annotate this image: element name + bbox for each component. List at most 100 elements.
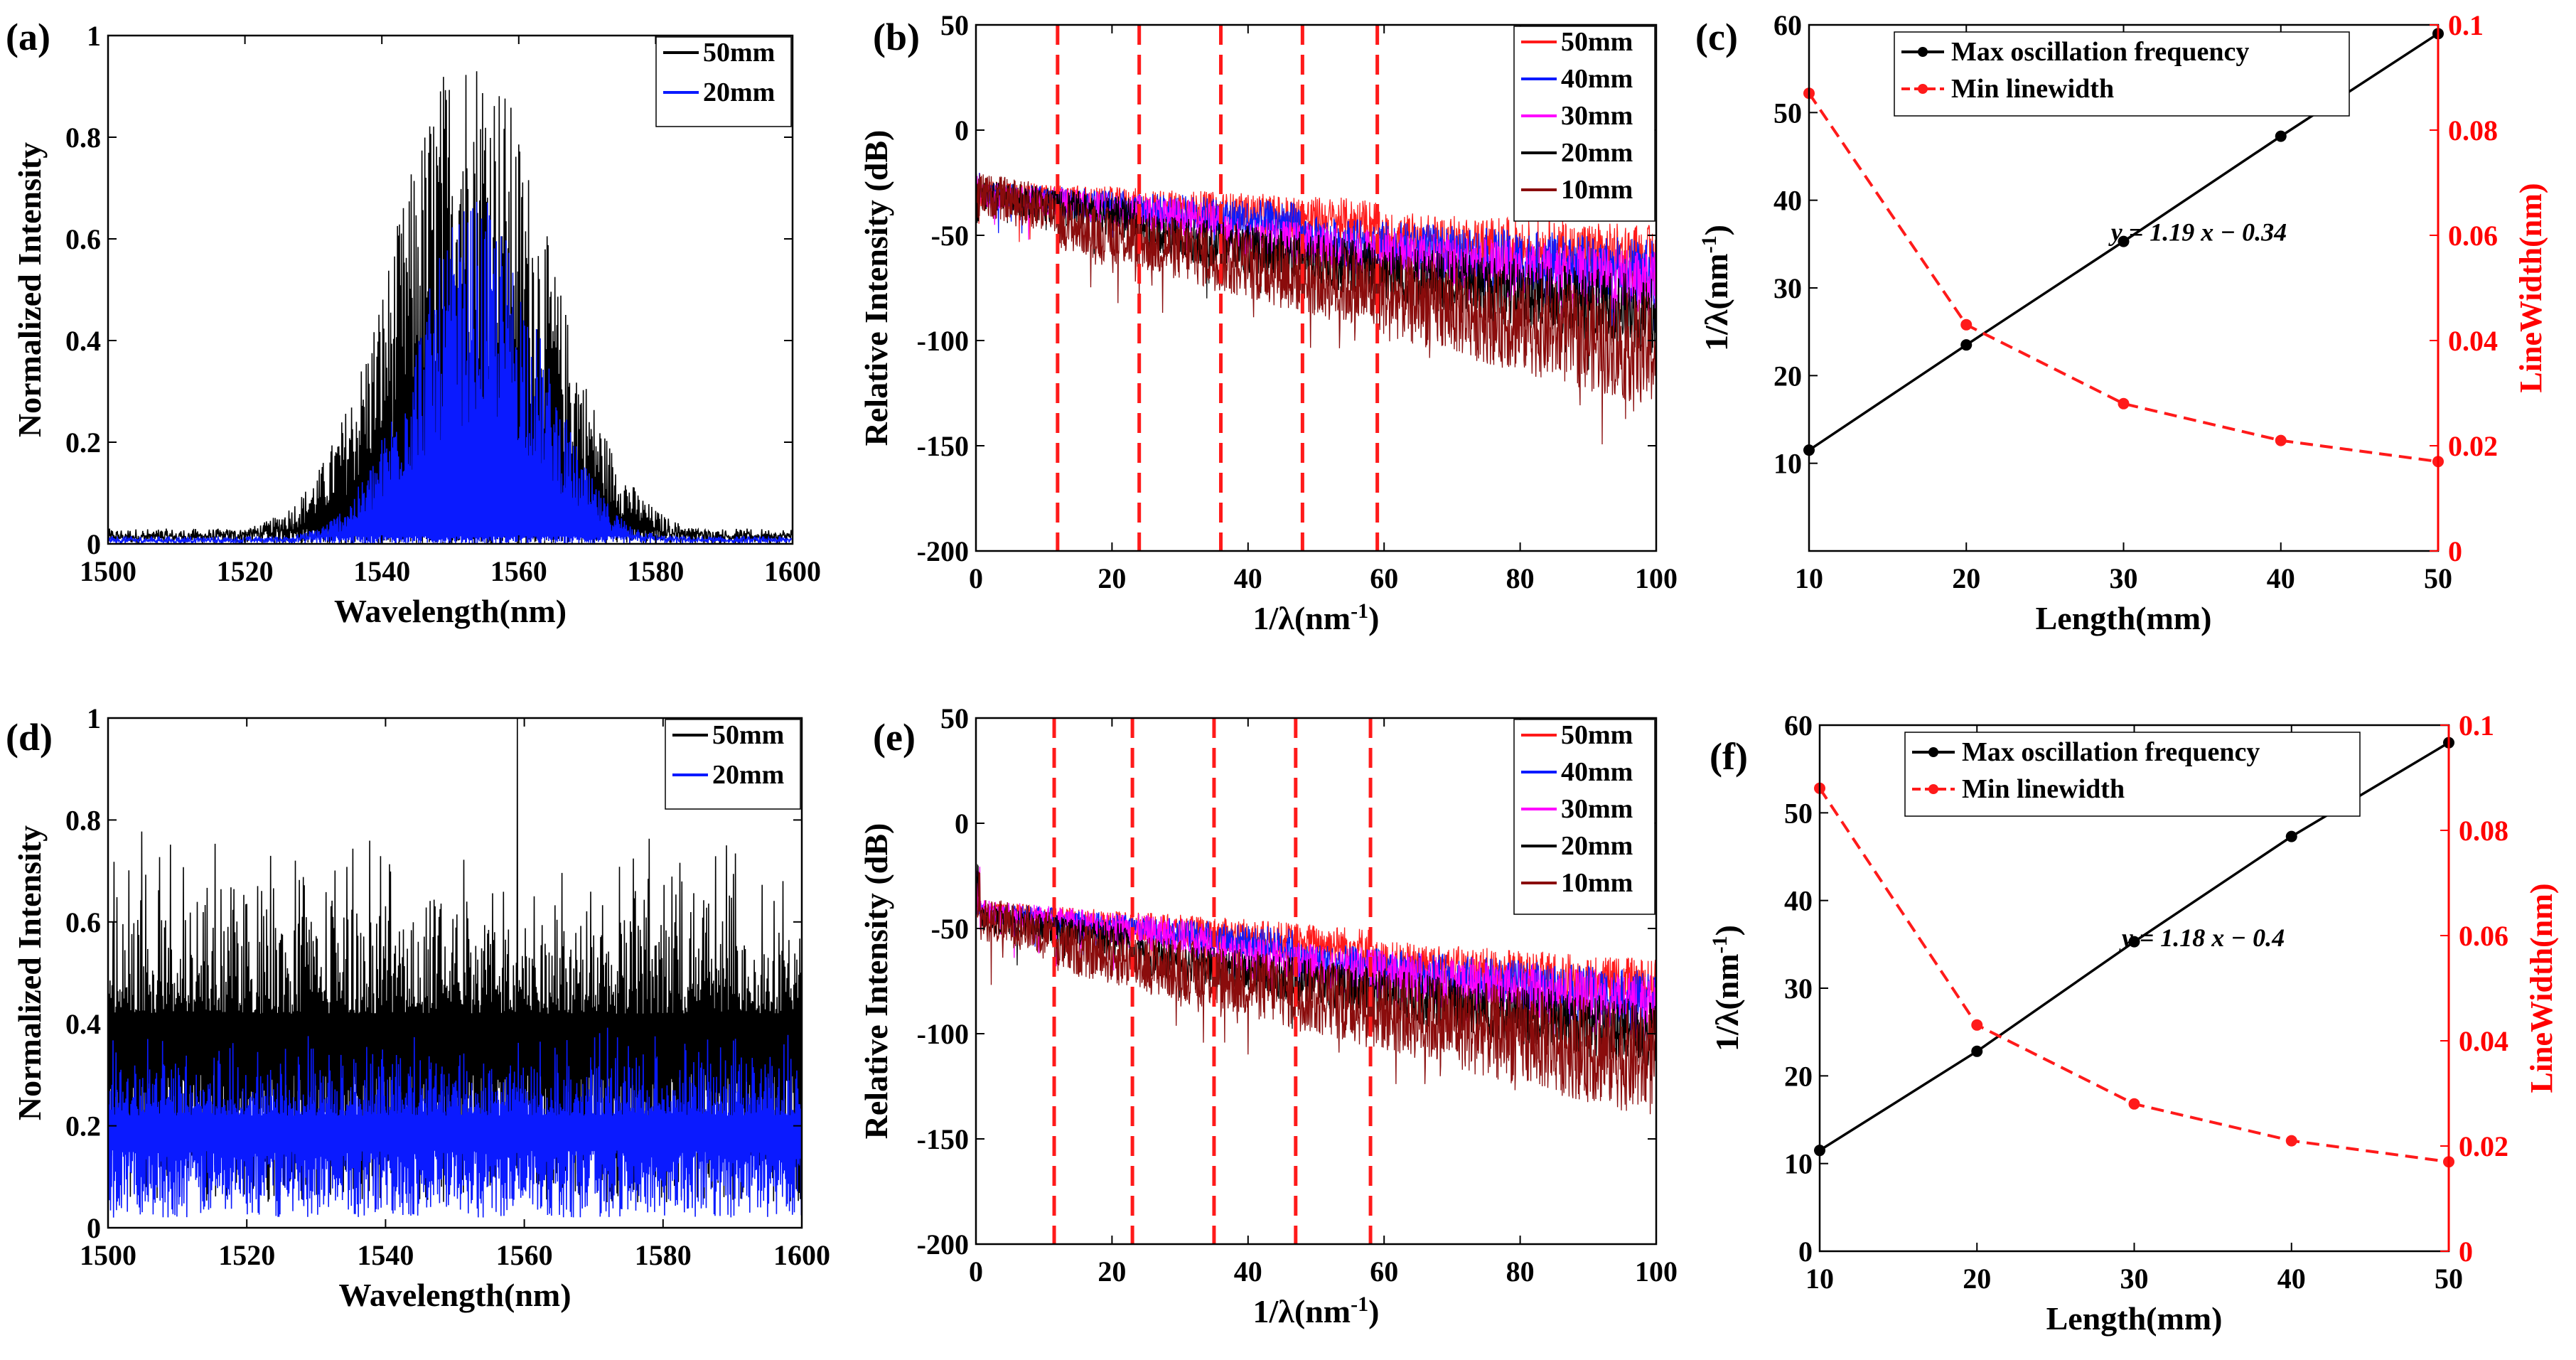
y-tick-label: 0 [87,1212,101,1244]
x-axis-label: 1/λ(nm-1) [1253,599,1380,636]
y-tick-label: 60 [1784,710,1813,741]
x-axis-label: Length(mm) [2046,1300,2223,1337]
y-tick-label: 0.4 [65,325,101,357]
x-tick-label: 50 [2424,562,2452,594]
panel-e: 0 20 40 60 80 100 -200 -150 -100 -50 0 50 1/λ(nm-1) R… [858,702,1678,1329]
legend-entry: 20mm [703,77,775,107]
y-tick-label: 0.8 [65,122,101,154]
panel-c: 10 20 30 40 50 10 20 30 40 50 60 0 0.02 0.04 0.06 0.08 0… [1695,9,2548,636]
plot-area [976,718,1656,1244]
panel-f: 10 20 30 40 50010203040506000.020.040.060.08… [1708,710,2559,1337]
panel-label: (e) [873,716,916,759]
x-tick-label: 20 [1952,562,1980,594]
axes-frame [107,34,794,545]
y-tick-label: 0.4 [65,1008,101,1040]
y-tick-label: 40 [1773,185,1802,217]
y-tick-label: 30 [1784,973,1813,1005]
x-tick-label: 30 [2110,562,2138,594]
y-tick-label: 0.6 [65,223,101,255]
y-tick-label: 0 [955,808,969,840]
x-tick-label: 1520 [218,1239,275,1271]
y-tick-label: -100 [917,325,969,357]
y-right-axis-label: LineWidth(nm) [2524,883,2559,1093]
y-tick-label: 50 [940,9,969,41]
legend: 50mm 20mm [665,719,801,810]
legend-entry: 10mm [1561,175,1633,205]
legend-entry: 50mm [703,38,775,68]
y-tick-label: -200 [917,535,969,567]
x-tick-label: 1600 [773,1239,830,1271]
y-tick-label: 50 [1773,97,1802,129]
legend: 50mm 40mm 30mm 20mm 10mm [1513,26,1655,222]
x-tick-label: 10 [1795,562,1823,594]
legend-entry: 30mm [1561,794,1633,824]
data-point [1971,1045,1983,1057]
series-line-20mm [108,201,793,544]
legend-entry: 20mm [1561,831,1633,861]
y-tick-label: 10 [1784,1148,1813,1180]
x-tick-label: 60 [1370,562,1398,594]
y-right-tick-label: 0 [2448,535,2462,567]
y-tick-label: 0.8 [65,804,101,836]
y-right-tick-label: 0.04 [2448,325,2498,357]
legend-entry: 50mm [712,720,784,750]
y-tick-label: -150 [917,430,969,462]
legend: 50mm 20mm [655,36,792,127]
data-point [1971,1019,1983,1031]
data-point [2118,235,2130,247]
y-tick-label: 0 [955,114,969,146]
legend-entry: 10mm [1561,868,1633,898]
series-line-10mm [976,174,1656,445]
legend-entry: Max oscillation frequency [1962,737,2260,767]
legend-entry: 20mm [712,760,784,790]
x-tick-label: 80 [1506,1255,1535,1287]
y-axis-label: Relative Intensity (dB) [858,823,894,1140]
x-axis-label: Length(mm) [2036,600,2212,636]
x-tick-label: 1560 [496,1239,553,1271]
legend-entry: 40mm [1561,757,1633,787]
x-tick-label: 100 [1635,1255,1678,1287]
y-tick-label: 30 [1773,272,1802,304]
data-point [2275,130,2287,142]
panel-label: (f) [1710,735,1748,778]
axes-frame [975,717,1658,1246]
y-right-tick-label: 0.1 [2459,710,2494,741]
panel-label: (c) [1695,16,1738,58]
y-tick-label: 20 [1784,1060,1813,1092]
plot-area [108,71,793,544]
x-tick-label: 0 [969,1255,983,1287]
data-point [2128,936,2140,948]
y-right-tick-label: 0.08 [2459,815,2508,847]
x-tick-label: 20 [1963,1263,1991,1295]
x-tick-label: 40 [1234,562,1262,594]
y-tick-label: 0 [1798,1236,1813,1268]
axes-frame [975,23,1658,552]
y-tick-label: 20 [1773,360,1802,392]
y-tick-label: -50 [931,913,969,945]
x-tick-label: 1540 [353,555,410,587]
series-line-20mm [108,1027,802,1218]
panel-label: (d) [6,716,53,759]
y-tick-label: -150 [917,1123,969,1155]
x-tick-label: 30 [2120,1263,2149,1295]
legend-entry: 50mm [1561,27,1633,57]
plot-area [976,25,1656,551]
y-tick-label: 0.6 [65,906,101,938]
data-point [2285,830,2297,842]
x-tick-label: 50 [2435,1263,2463,1295]
legend: Max oscillation frequency Min linewidth [1894,31,2350,117]
x-tick-label: 100 [1635,562,1678,594]
y-right-tick-label: 0 [2459,1236,2473,1268]
x-tick-label: 80 [1506,562,1535,594]
x-tick-label: 20 [1098,562,1126,594]
legend-marker [1918,47,1928,57]
panel-a: 1500 1520 1540 1560 1580 1600 0 0.2 0.4 0.6 0.8 1 Wa… [6,16,821,629]
panel-b: 0 20 40 60 80 100 -200 -150 -100 -50 0 50 1/λ(nm-1) R… [858,9,1678,636]
legend: Max oscillation frequency Min linewidth [1904,732,2361,817]
x-tick-label: 1560 [490,555,547,587]
y-tick-label: 50 [1784,797,1813,829]
y-right-tick-label: 0.02 [2448,430,2498,462]
legend-marker [1928,747,1938,757]
y-tick-label: -200 [917,1228,969,1260]
